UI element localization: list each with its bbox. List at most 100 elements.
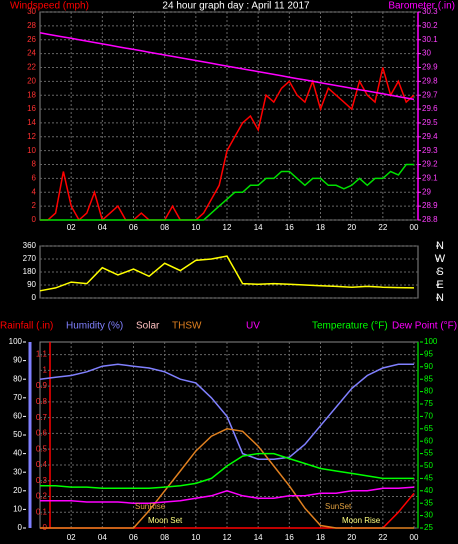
series-line <box>40 428 414 529</box>
y3-tick-label: 100 <box>9 337 23 346</box>
x-tick-label: 16 <box>285 533 294 542</box>
x-tick-label: 10 <box>191 223 200 232</box>
y2-tick-label: 30 <box>422 49 431 58</box>
legend-label: THSW <box>172 321 202 332</box>
y2-tick-label: 70 <box>424 412 433 421</box>
y2-tick-label: W <box>435 253 446 265</box>
y2-tick-label: 29.8 <box>422 76 438 85</box>
y2-tick-label: 90 <box>424 362 433 371</box>
y2-tick-label: 40 <box>424 486 433 495</box>
legend-label: Rainfall (.in) <box>0 321 53 332</box>
y-tick-label: 6 <box>32 174 37 183</box>
y-tick-label: 0 <box>32 293 37 302</box>
annotation: Moon Set <box>148 516 183 525</box>
y2-tick-label: 28.8 <box>422 215 438 224</box>
x-tick-label: 06 <box>129 223 138 232</box>
y-tick-label: 12 <box>27 132 36 141</box>
series-line <box>39 363 414 460</box>
y-tick-label: 270 <box>23 254 37 263</box>
series-line <box>40 163 414 221</box>
y2-tick-label: N <box>436 240 444 252</box>
y2-tick-label: 45 <box>424 474 433 483</box>
y-tick-label: 90 <box>27 280 36 289</box>
y2-tick-label: 28.9 <box>422 201 438 210</box>
y-tick-label: 16 <box>27 104 36 113</box>
y2-tick-label: 65 <box>424 424 433 433</box>
legend-label: Temperature (°F) <box>312 321 388 332</box>
y-tick-label: 10 <box>27 146 36 155</box>
y2-tick-label: 29.4 <box>422 132 438 141</box>
x-tick-label: 04 <box>98 533 107 542</box>
x-tick-label: 20 <box>347 223 356 232</box>
y-tick-label: 20 <box>27 76 36 85</box>
y-tick-label: 180 <box>23 267 37 276</box>
y3-tick-label: 50 <box>13 430 22 439</box>
y-tick-label: 28 <box>27 21 36 30</box>
x-tick-label: 18 <box>316 533 325 542</box>
x-tick-label: 00 <box>410 223 419 232</box>
x-tick-label: 10 <box>191 533 200 542</box>
y2-tick-label: 100 <box>424 337 438 346</box>
y-tick-label: 22 <box>27 63 36 72</box>
legend-label: Solar <box>136 321 160 332</box>
x-tick-label: 08 <box>160 533 169 542</box>
y2-tick-label: 29.6 <box>422 104 438 113</box>
y2-tick-label: 60 <box>424 436 433 445</box>
x-tick-label: 00 <box>410 533 419 542</box>
x-tick-label: 12 <box>223 223 232 232</box>
y2-tick-label: S <box>436 266 443 278</box>
x-tick-label: 06 <box>129 533 138 542</box>
y3-tick-label: 80 <box>13 374 22 383</box>
y-tick-label: 2 <box>32 201 37 210</box>
y-tick-label: 30 <box>27 7 36 16</box>
y3-tick-label: 60 <box>13 412 22 421</box>
y-tick-label: 18 <box>27 90 36 99</box>
legend-label: Dew Point (°F) <box>392 321 457 332</box>
x-tick-label: 12 <box>223 533 232 542</box>
y2-tick-label: 29 <box>422 187 431 196</box>
x-tick-label: 14 <box>254 533 263 542</box>
y2-tick-label: 95 <box>424 350 433 359</box>
x-tick-label: 18 <box>316 223 325 232</box>
y2-tick-label: 80 <box>424 387 433 396</box>
y3-tick-label: 90 <box>13 356 22 365</box>
y-tick-label: 360 <box>23 241 37 250</box>
y-tick-label: 14 <box>27 118 36 127</box>
y2-tick-label: 25 <box>424 523 433 532</box>
x-tick-label: 20 <box>347 533 356 542</box>
y2-tick-label: 30.2 <box>422 21 438 30</box>
series-line <box>39 32 415 101</box>
y2-tick-label: 75 <box>424 399 433 408</box>
legend-label: Humidity (%) <box>66 321 123 332</box>
annotation: SunSet <box>325 502 352 511</box>
annotation: SunRise <box>135 502 166 511</box>
y2-tick-label: 29.7 <box>422 90 438 99</box>
y2-tick-label: 35 <box>424 498 433 507</box>
y3-tick-label: 10 <box>13 505 22 514</box>
chart-title: 24 hour graph day : April 11 2017 <box>162 1 310 12</box>
y2-tick-label: N <box>436 292 444 304</box>
legend-label: UV <box>246 321 260 332</box>
y2-tick-label: 30.1 <box>422 35 438 44</box>
x-tick-label: 22 <box>378 533 387 542</box>
legend-label: Barometer (.in) <box>388 1 455 12</box>
series-line <box>40 452 414 490</box>
y2-tick-label: 29.2 <box>422 160 438 169</box>
series-line <box>39 255 415 292</box>
x-tick-label: 14 <box>254 223 263 232</box>
y2-tick-label: E <box>436 279 443 291</box>
x-tick-label: 04 <box>98 223 107 232</box>
x-tick-label: 16 <box>285 223 294 232</box>
x-tick-label: 02 <box>67 533 76 542</box>
x-tick-label: 02 <box>67 223 76 232</box>
x-tick-label: 22 <box>378 223 387 232</box>
y2-tick-label: 29.5 <box>422 118 438 127</box>
y2-tick-label: 50 <box>424 461 433 470</box>
y3-tick-label: 30 <box>13 467 22 476</box>
y-tick-label: 0 <box>32 215 37 224</box>
y2-tick-label: 85 <box>424 374 433 383</box>
y3-tick-label: 70 <box>13 393 22 402</box>
y2-tick-label: 30 <box>424 511 433 520</box>
legend-label: Windspeed (mph) <box>10 1 89 12</box>
